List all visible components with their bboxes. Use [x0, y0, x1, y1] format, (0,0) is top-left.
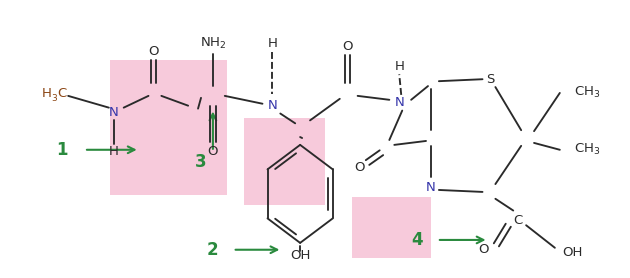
Text: C: C	[57, 87, 67, 100]
Text: 1: 1	[57, 141, 68, 159]
Text: 3: 3	[195, 153, 207, 170]
Text: S: S	[486, 73, 495, 86]
Text: NH$_2$: NH$_2$	[200, 36, 226, 51]
Text: O: O	[343, 40, 353, 53]
Text: N: N	[268, 99, 277, 112]
Text: H: H	[268, 38, 277, 50]
Text: 2: 2	[207, 241, 219, 259]
Text: H: H	[109, 145, 118, 158]
Text: 4: 4	[411, 231, 423, 249]
Text: O: O	[208, 145, 218, 158]
Text: H: H	[394, 60, 404, 73]
Text: 3: 3	[52, 94, 57, 103]
Text: CH$_3$: CH$_3$	[575, 85, 601, 100]
Text: N: N	[394, 96, 404, 109]
Bar	[244, 118, 325, 205]
Bar	[352, 197, 431, 258]
Text: O: O	[478, 243, 489, 256]
Bar	[110, 59, 227, 195]
Text: H: H	[42, 87, 51, 100]
Text: O: O	[354, 161, 365, 174]
Text: OH: OH	[563, 246, 583, 259]
Text: N: N	[426, 180, 436, 193]
Text: N: N	[109, 106, 118, 119]
Text: O: O	[148, 45, 159, 58]
Text: OH: OH	[290, 249, 311, 262]
Text: CH$_3$: CH$_3$	[575, 142, 601, 157]
Text: C: C	[513, 214, 523, 227]
